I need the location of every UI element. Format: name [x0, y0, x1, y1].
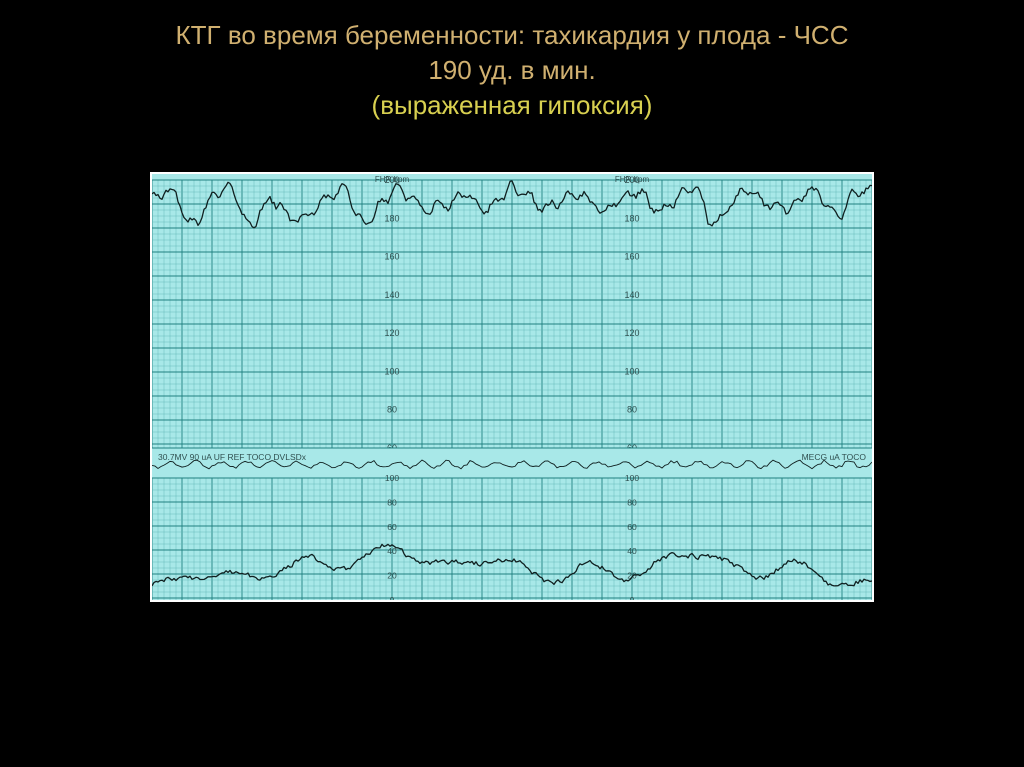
svg-text:40: 40 [627, 546, 637, 556]
svg-text:30.7MV 90 uA UF REF TOCO: 30.7MV 90 uA UF REF TOCO DVLSDx [158, 452, 307, 462]
svg-text:120: 120 [624, 328, 639, 338]
svg-text:80: 80 [387, 405, 397, 415]
svg-text:FHR bpm: FHR bpm [375, 175, 410, 184]
title-line-2: 190 уд. в мин. [0, 53, 1024, 88]
svg-text:FHR bpm: FHR bpm [615, 175, 650, 184]
svg-text:MECG uA TOCO: MECG uA TOCO [802, 452, 867, 462]
slide: КТГ во время беременности: тахикардия у … [0, 0, 1024, 767]
svg-text:160: 160 [624, 252, 639, 262]
svg-text:60: 60 [387, 522, 397, 532]
svg-text:120: 120 [384, 328, 399, 338]
svg-text:80: 80 [387, 497, 397, 507]
svg-text:80: 80 [627, 405, 637, 415]
title-line-1: КТГ во время беременности: тахикардия у … [0, 18, 1024, 53]
svg-text:80: 80 [627, 497, 637, 507]
svg-text:180: 180 [624, 213, 639, 223]
svg-text:100: 100 [385, 473, 399, 483]
ctg-svg: 6080100120140160180200608010012014016018… [152, 174, 872, 600]
title-block: КТГ во время беременности: тахикардия у … [0, 0, 1024, 123]
svg-text:60: 60 [627, 522, 637, 532]
svg-text:100: 100 [384, 366, 399, 376]
svg-text:0: 0 [630, 595, 635, 600]
svg-text:180: 180 [384, 213, 399, 223]
svg-text:140: 140 [384, 290, 399, 300]
svg-text:20: 20 [387, 571, 397, 581]
svg-text:140: 140 [624, 290, 639, 300]
svg-text:160: 160 [384, 252, 399, 262]
svg-text:100: 100 [624, 366, 639, 376]
svg-text:0: 0 [390, 595, 395, 600]
svg-text:100: 100 [625, 473, 639, 483]
title-line-3: (выраженная гипоксия) [0, 88, 1024, 123]
ctg-chart: 6080100120140160180200608010012014016018… [150, 172, 874, 602]
